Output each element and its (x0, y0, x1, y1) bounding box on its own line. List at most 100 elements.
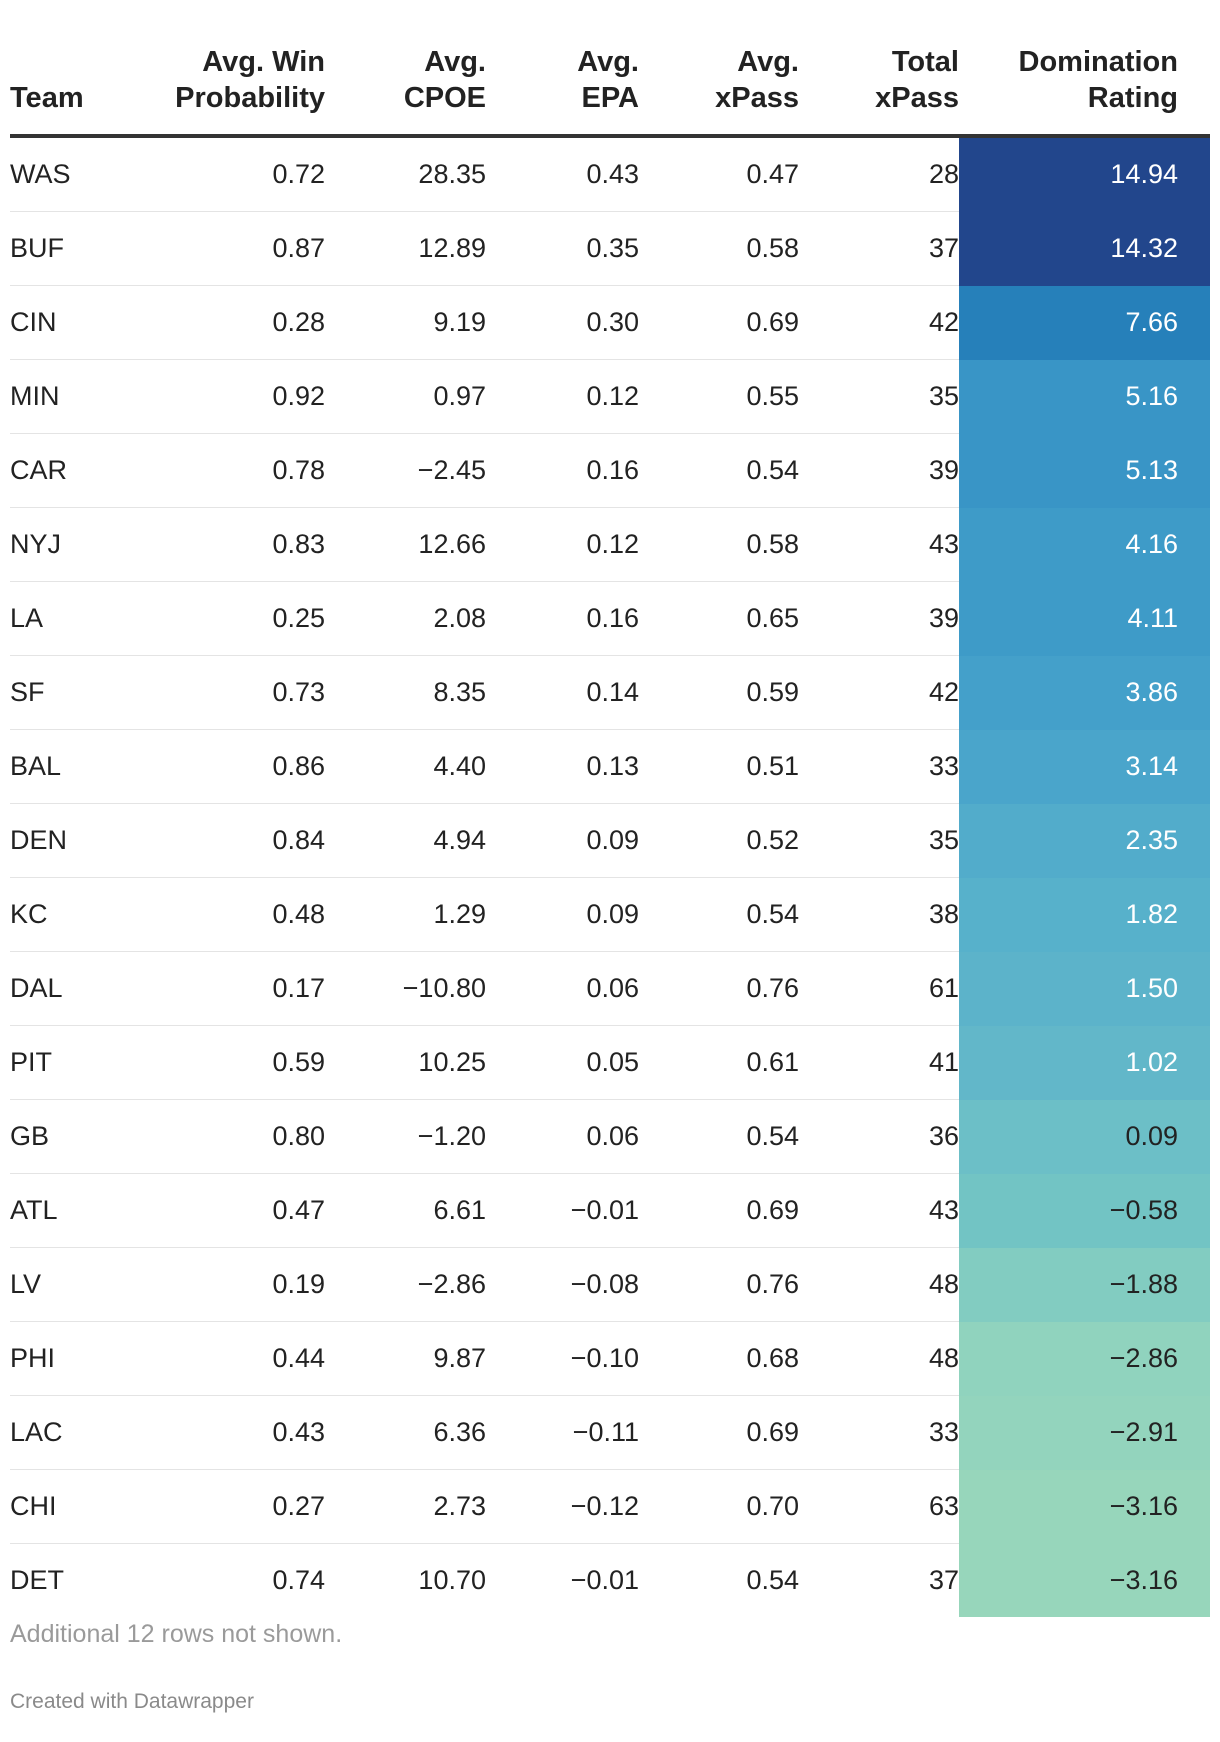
table-row: LA 0.25 2.08 0.16 0.65 39 4.11 (10, 581, 1210, 656)
cell-avg-epa: 0.16 (486, 581, 639, 656)
table-row: KC 0.48 1.29 0.09 0.54 38 1.82 (10, 877, 1210, 952)
cell-avg-win-probability: 0.87 (140, 211, 325, 286)
cell-team: SF (10, 655, 140, 730)
cell-avg-cpoe: 12.89 (325, 211, 486, 286)
cell-avg-epa: 0.06 (486, 951, 639, 1026)
cell-avg-epa: −0.11 (486, 1395, 639, 1470)
cell-domination-rating: 5.16 (959, 359, 1210, 434)
cell-domination-rating: 14.94 (959, 136, 1210, 212)
cell-team: CHI (10, 1469, 140, 1544)
cell-team: CIN (10, 285, 140, 360)
cell-team: GB (10, 1099, 140, 1174)
cell-avg-win-probability: 0.27 (140, 1469, 325, 1544)
cell-domination-rating: 3.86 (959, 655, 1210, 730)
cell-avg-epa: −0.01 (486, 1173, 639, 1248)
cell-total-xpass: 33 (799, 729, 959, 804)
cell-team: LAC (10, 1395, 140, 1470)
cell-domination-rating: 1.02 (959, 1025, 1210, 1100)
cell-avg-win-probability: 0.78 (140, 433, 325, 508)
table-row: LAC 0.43 6.36 −0.11 0.69 33 −2.91 (10, 1395, 1210, 1470)
table-row: DET 0.74 10.70 −0.01 0.54 37 −3.16 (10, 1543, 1210, 1617)
cell-avg-epa: 0.30 (486, 285, 639, 360)
cell-avg-epa: 0.12 (486, 507, 639, 582)
cell-team: BAL (10, 729, 140, 804)
cell-domination-rating: −3.16 (959, 1543, 1210, 1617)
cell-avg-win-probability: 0.44 (140, 1321, 325, 1396)
header-row: Team Avg. Win Probability Avg. CPOE Avg. EPA Av… (10, 30, 1210, 138)
cell-avg-win-probability: 0.17 (140, 951, 325, 1026)
cell-avg-win-probability: 0.48 (140, 877, 325, 952)
cell-domination-rating: 7.66 (959, 285, 1210, 360)
table-row: CHI 0.27 2.73 −0.12 0.70 63 −3.16 (10, 1469, 1210, 1544)
cell-total-xpass: 39 (799, 433, 959, 508)
data-table: Team Avg. Win Probability Avg. CPOE Avg. EPA Av… (10, 30, 1210, 1617)
cell-total-xpass: 48 (799, 1247, 959, 1322)
cell-total-xpass: 43 (799, 507, 959, 582)
cell-team: KC (10, 877, 140, 952)
cell-avg-win-probability: 0.25 (140, 581, 325, 656)
cell-avg-win-probability: 0.84 (140, 803, 325, 878)
cell-avg-win-probability: 0.92 (140, 359, 325, 434)
cell-avg-epa: 0.12 (486, 359, 639, 434)
cell-avg-xpass: 0.69 (639, 285, 799, 360)
cell-domination-rating: 5.13 (959, 433, 1210, 508)
cell-avg-cpoe: −2.45 (325, 433, 486, 508)
cell-domination-rating: 1.50 (959, 951, 1210, 1026)
cell-avg-epa: 0.06 (486, 1099, 639, 1174)
cell-avg-win-probability: 0.74 (272, 1565, 325, 1595)
cell-team: PIT (10, 1025, 140, 1100)
cell-domination-rating: 14.32 (959, 211, 1210, 286)
cell-domination-rating: 3.14 (959, 729, 1210, 804)
cell-team: LA (10, 581, 140, 656)
column-header-avg-cpoe: Avg. CPOE (325, 30, 486, 138)
cell-domination-rating: −1.88 (959, 1247, 1210, 1322)
credit-line: Created with Datawrapper (10, 1690, 254, 1713)
cell-domination-rating: 4.11 (959, 581, 1210, 656)
cell-avg-epa: −0.12 (486, 1469, 639, 1544)
cell-team: MIN (10, 359, 140, 434)
cell-avg-cpoe: 8.35 (325, 655, 486, 730)
cell-team: LV (10, 1247, 140, 1322)
column-header-avg-win-probability: Avg. Win Probability (140, 30, 325, 138)
cell-avg-win-probability: 0.83 (140, 507, 325, 582)
table-row: PIT 0.59 10.25 0.05 0.61 41 1.02 (10, 1025, 1210, 1100)
cell-avg-xpass: 0.47 (639, 136, 799, 212)
cell-avg-xpass: 0.76 (639, 951, 799, 1026)
table-row: SF 0.73 8.35 0.14 0.59 42 3.86 (10, 655, 1210, 730)
cell-domination-rating: 2.35 (959, 803, 1210, 878)
cell-total-xpass: 42 (799, 655, 959, 730)
cell-avg-cpoe: 10.25 (325, 1025, 486, 1100)
cell-avg-cpoe: 9.87 (325, 1321, 486, 1396)
cell-avg-win-probability: 0.19 (140, 1247, 325, 1322)
cell-avg-epa: −0.01 (570, 1565, 639, 1595)
cell-avg-win-probability: 0.47 (140, 1173, 325, 1248)
cell-avg-cpoe: 1.29 (325, 877, 486, 952)
cell-team: DAL (10, 951, 140, 1026)
cell-avg-xpass: 0.52 (639, 803, 799, 878)
cell-domination-rating: −3.16 (959, 1469, 1210, 1544)
table-row: BUF 0.87 12.89 0.35 0.58 37 14.32 (10, 211, 1210, 286)
table-row: ATL 0.47 6.61 −0.01 0.69 43 −0.58 (10, 1173, 1210, 1248)
cell-total-xpass: 48 (799, 1321, 959, 1396)
cell-team: ATL (10, 1173, 140, 1248)
cell-avg-cpoe: 9.19 (325, 285, 486, 360)
table-row: DAL 0.17 −10.80 0.06 0.76 61 1.50 (10, 951, 1210, 1026)
cell-avg-cpoe: 28.35 (325, 136, 486, 212)
cell-avg-win-probability: 0.73 (140, 655, 325, 730)
cell-total-xpass: 38 (799, 877, 959, 952)
cell-total-xpass: 37 (799, 211, 959, 286)
cell-avg-cpoe: 6.61 (325, 1173, 486, 1248)
cell-team: PHI (10, 1321, 140, 1396)
cell-total-xpass: 41 (799, 1025, 959, 1100)
table-row: WAS 0.72 28.35 0.43 0.47 28 14.94 (10, 136, 1210, 212)
cell-total-xpass: 39 (799, 581, 959, 656)
cell-avg-win-probability: 0.28 (140, 285, 325, 360)
cell-avg-cpoe: −10.80 (325, 951, 486, 1026)
table-row: CAR 0.78 −2.45 0.16 0.54 39 5.13 (10, 433, 1210, 508)
cell-avg-cpoe: 6.36 (325, 1395, 486, 1470)
cell-total-xpass: 33 (799, 1395, 959, 1470)
cell-avg-cpoe: −2.86 (325, 1247, 486, 1322)
cell-domination-rating: −2.86 (959, 1321, 1210, 1396)
cell-avg-xpass: 0.54 (639, 1099, 799, 1174)
cell-avg-cpoe: −1.20 (325, 1099, 486, 1174)
